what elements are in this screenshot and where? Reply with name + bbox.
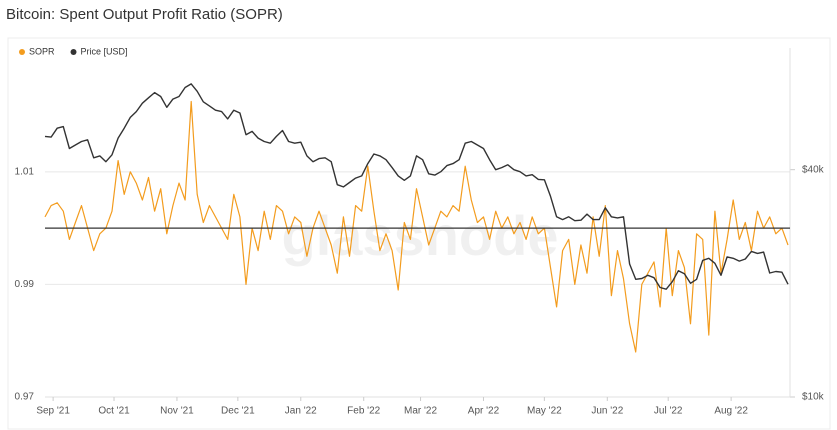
- series-line: [44, 100, 789, 353]
- y-tick-label: 1.01: [15, 166, 35, 177]
- legend-marker: [19, 49, 25, 55]
- x-tick-label: Feb '22: [347, 406, 380, 417]
- legend-marker: [70, 49, 77, 55]
- x-tick-label: Mar '22: [404, 406, 437, 417]
- x-tick-label: Jul '22: [654, 406, 683, 417]
- y-tick-label: 0.99: [15, 279, 35, 290]
- x-tick-label: Jan '22: [285, 406, 317, 417]
- watermark: glassnode: [282, 204, 559, 267]
- x-tick-label: Dec '21: [221, 406, 255, 417]
- x-tick-label: Nov '21: [160, 406, 194, 417]
- x-tick-label: Apr '22: [468, 406, 500, 417]
- y-tick-label: 0.97: [15, 392, 35, 403]
- legend-label: Price [USD]: [81, 46, 128, 56]
- panel: [7, 37, 831, 430]
- y2-tick-label: $40k: [802, 164, 825, 175]
- x-tick-label: May '22: [527, 406, 562, 417]
- y2-tick-label: $10k: [802, 392, 825, 403]
- x-tick-label: Oct '21: [98, 406, 130, 417]
- legend-label: SOPR: [29, 46, 55, 56]
- x-tick-label: Aug '22: [714, 406, 748, 417]
- x-tick-label: Jun '22: [591, 406, 623, 417]
- series-line: [44, 83, 789, 290]
- chart-title: Bitcoin: Spent Output Profit Ratio (SOPR…: [6, 6, 283, 23]
- x-tick-label: Sep '21: [36, 406, 70, 417]
